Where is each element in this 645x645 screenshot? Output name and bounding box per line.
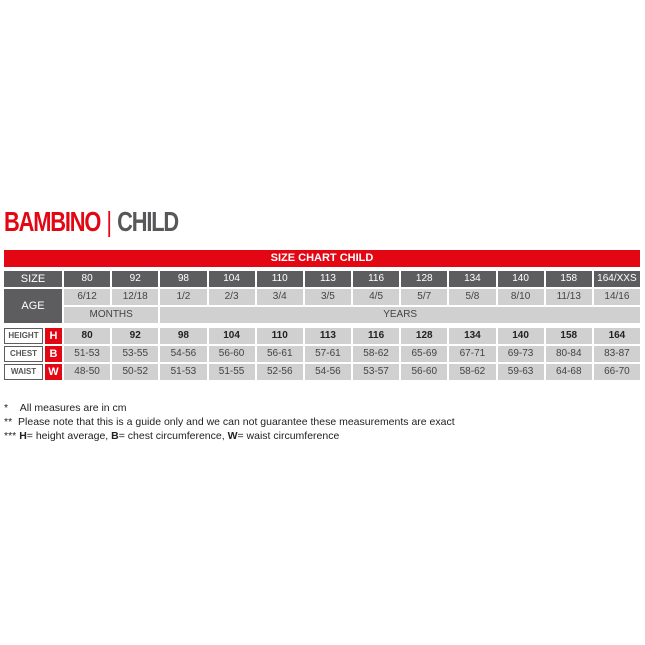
chart-title: SIZE CHART CHILD — [4, 250, 640, 267]
age-cell: 2/3 — [208, 289, 255, 305]
row-name: CHEST — [4, 346, 43, 362]
table-cell: 56-60 — [401, 364, 448, 380]
table-cell: 64-68 — [545, 364, 592, 380]
table-cell: 128 — [401, 328, 448, 344]
table-cell: 69-73 — [497, 346, 544, 362]
notes: * All measures are in cm ** Please note … — [4, 401, 455, 443]
age-unit-months: MONTHS — [64, 307, 159, 323]
note-3: *** H= height average, B= chest circumfe… — [4, 430, 340, 442]
row-label-height: HEIGHT H — [4, 328, 62, 344]
row-name: HEIGHT — [4, 328, 43, 344]
table-cell: 67-71 — [449, 346, 496, 362]
size-cell: 134 — [449, 271, 496, 287]
age-cell: 5/7 — [401, 289, 448, 305]
note-1: * All measures are in cm — [4, 402, 127, 414]
age-cell: 11/13 — [545, 289, 592, 305]
row-letter: H — [45, 328, 62, 344]
table-cell: 53-55 — [112, 346, 159, 362]
table-cell: 158 — [545, 328, 592, 344]
table-cell: 65-69 — [401, 346, 448, 362]
size-cell: 113 — [304, 271, 351, 287]
size-cell: 92 — [112, 271, 159, 287]
size-cell: 80 — [64, 271, 111, 287]
age-cell: 5/8 — [449, 289, 496, 305]
table-cell: 134 — [449, 328, 496, 344]
age-cell: 1/2 — [160, 289, 207, 305]
table-cell: 92 — [112, 328, 159, 344]
measurements-table: HEIGHT H 80 92 98 104 110 113 116 128 134 140 158 164… — [4, 328, 640, 380]
table-cell: 80-84 — [545, 346, 592, 362]
age-cell: 12/18 — [112, 289, 159, 305]
row-name: WAIST — [4, 364, 43, 380]
size-cell: 104 — [208, 271, 255, 287]
table-cell: 113 — [304, 328, 351, 344]
size-cell: 140 — [497, 271, 544, 287]
table-cell: 116 — [353, 328, 400, 344]
page-title: BAMBINO | CHILD — [4, 206, 179, 237]
table-cell: 51-53 — [160, 364, 207, 380]
table-cell: 110 — [256, 328, 303, 344]
table-cell: 58-62 — [449, 364, 496, 380]
table-cell: 66-70 — [593, 364, 640, 380]
size-cell: 158 — [545, 271, 592, 287]
age-cell: 3/5 — [304, 289, 351, 305]
age-unit-years: YEARS — [160, 307, 640, 323]
table-cell: 53-57 — [353, 364, 400, 380]
table-cell: 164 — [593, 328, 640, 344]
age-cell: 14/16 — [593, 289, 640, 305]
note-2: ** Please note that this is a guide only… — [4, 416, 455, 428]
age-cell: 6/12 — [64, 289, 111, 305]
table-cell: 58-62 — [353, 346, 400, 362]
table-cell: 59-63 — [497, 364, 544, 380]
row-letter: B — [45, 346, 62, 362]
size-cell: 128 — [401, 271, 448, 287]
size-cell: 164/XXS — [593, 271, 640, 287]
age-cell: 3/4 — [256, 289, 303, 305]
table-cell: 50-52 — [112, 364, 159, 380]
table-cell: 56-60 — [208, 346, 255, 362]
age-label: AGE — [4, 289, 62, 323]
table-cell: 54-56 — [304, 364, 351, 380]
size-cell: 98 — [160, 271, 207, 287]
table-cell: 51-53 — [64, 346, 111, 362]
table-cell: 80 — [64, 328, 111, 344]
table-cell: 48-50 — [64, 364, 111, 380]
table-cell: 56-61 — [256, 346, 303, 362]
row-letter: W — [45, 364, 62, 380]
table-cell: 51-55 — [208, 364, 255, 380]
table-cell: 52-56 — [256, 364, 303, 380]
size-cell: 116 — [353, 271, 400, 287]
table-cell: 104 — [208, 328, 255, 344]
age-cell: 4/5 — [353, 289, 400, 305]
table-cell: 54-56 — [160, 346, 207, 362]
table-cell: 83-87 — [593, 346, 640, 362]
row-label-chest: CHEST B — [4, 346, 62, 362]
size-label: SIZE — [4, 271, 62, 287]
age-cell: 8/10 — [497, 289, 544, 305]
table-cell: 57-61 — [304, 346, 351, 362]
row-label-waist: WAIST W — [4, 364, 62, 380]
size-cell: 110 — [256, 271, 303, 287]
table-cell: 98 — [160, 328, 207, 344]
table-cell: 140 — [497, 328, 544, 344]
size-age-table: SIZE 80 92 98 104 110 113 116 128 134 140 158 164/XX… — [4, 271, 640, 323]
